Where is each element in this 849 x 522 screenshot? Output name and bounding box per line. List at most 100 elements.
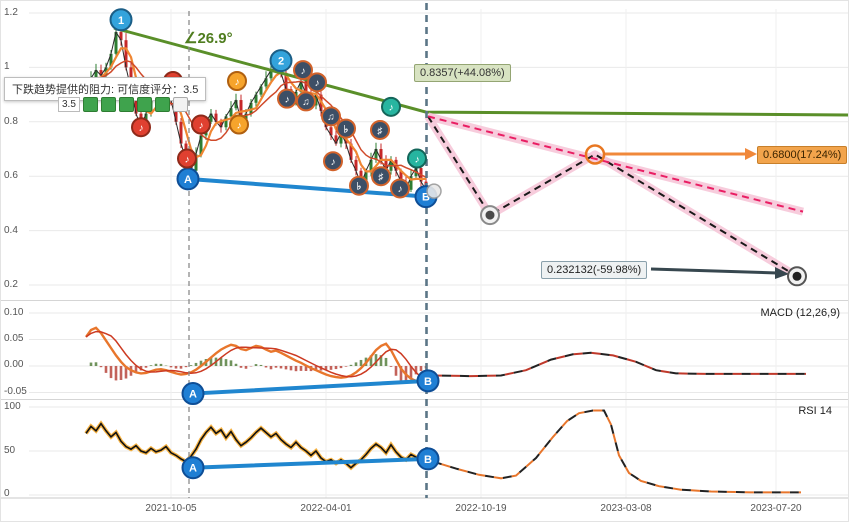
rating-square[interactable] (136, 97, 152, 112)
macd-histogram-bar (394, 366, 398, 376)
candle-body (219, 121, 223, 128)
rating-square-empty[interactable] (172, 97, 188, 112)
svg-text:A: A (189, 463, 197, 475)
macd-histogram-bar (324, 366, 328, 371)
candle-body (224, 116, 228, 128)
svg-text:♪: ♪ (185, 154, 190, 165)
svg-text:♪: ♪ (237, 120, 242, 131)
macd-histogram-bar (149, 365, 153, 366)
pivot-marker-1[interactable]: 1 (109, 8, 133, 32)
rsi-point-b[interactable]: B (416, 447, 440, 471)
indicator-projection-line[interactable] (432, 409, 801, 494)
candle-body (229, 108, 233, 117)
target-marker-gray-target[interactable] (480, 205, 500, 226)
macd-histogram-bar (89, 362, 93, 366)
macd-histogram-bar (269, 366, 273, 370)
candle-body (99, 70, 103, 76)
candle-body (119, 32, 123, 41)
note-marker[interactable]: ♪ (307, 72, 327, 93)
candle-body (374, 149, 378, 160)
macd-histogram-bar (419, 366, 423, 371)
indicator-projection-line[interactable] (432, 351, 806, 378)
macd-histogram-bar (99, 366, 103, 368)
macd-axis-tick: 0.00 (4, 359, 24, 370)
rating-square[interactable] (154, 97, 170, 112)
rating-square[interactable] (82, 97, 98, 112)
orange-target-badge: 0.6800(17.24%) (757, 146, 848, 164)
svg-text:B: B (422, 192, 430, 204)
rating-square[interactable] (100, 97, 116, 112)
note-marker[interactable]: ♪ (390, 178, 410, 199)
note-marker[interactable]: ♫ (296, 91, 316, 112)
indicator-projection-line[interactable] (432, 409, 801, 494)
trendline-angle-label: ∠26.9° (184, 30, 233, 47)
target-marker-ring-light[interactable] (426, 183, 442, 199)
note-marker[interactable]: ♪ (177, 148, 197, 169)
note-marker[interactable]: ♪ (229, 114, 249, 135)
macd-title: MACD (12,26,9) (760, 307, 840, 319)
note-marker[interactable]: ♯ (370, 119, 390, 140)
candle-body (339, 132, 343, 144)
note-marker[interactable]: ♯ (371, 166, 391, 187)
macd-histogram-bar (409, 366, 413, 379)
candle-body (259, 86, 263, 95)
price-point-a[interactable]: A (176, 167, 200, 191)
note-marker[interactable]: ♪ (131, 117, 151, 138)
candle-body (299, 81, 303, 92)
rsi-ab-trendline[interactable] (191, 456, 430, 470)
svg-text:A: A (189, 389, 197, 401)
note-marker[interactable]: ♪ (277, 88, 297, 109)
rsi-point-a[interactable]: A (181, 456, 205, 480)
candle-body (114, 32, 118, 54)
note-marker[interactable]: ♪ (227, 71, 247, 91)
note-marker[interactable]: ♪ (407, 148, 427, 169)
macd-point-b[interactable]: B (416, 369, 440, 393)
note-marker[interactable]: ♫ (321, 106, 341, 127)
indicator-projection-line[interactable] (432, 351, 806, 378)
macd-ab-trendline[interactable] (191, 378, 430, 396)
target-marker-orange-ring[interactable] (584, 144, 606, 165)
note-marker[interactable]: ♪ (191, 114, 211, 135)
note-marker[interactable]: ♪ (323, 151, 343, 172)
note-marker[interactable]: ♪ (293, 60, 313, 81)
ma-slow-line (85, 59, 427, 178)
pivot-marker-2[interactable]: 2 (269, 49, 293, 73)
macd-point-a[interactable]: A (181, 382, 205, 406)
macd-histogram-bar (104, 366, 108, 373)
macd-histogram-bar (279, 366, 283, 369)
macd-histogram-bar (354, 362, 358, 366)
svg-text:♪: ♪ (415, 154, 420, 165)
macd-histogram-bar (94, 362, 98, 366)
macd-histogram-bar (264, 366, 268, 368)
candle-body (284, 72, 288, 90)
target-marker-dark-target[interactable] (787, 266, 807, 287)
macd-histogram-bar (294, 366, 298, 372)
macd-histogram-bar (239, 366, 243, 368)
macd-histogram-bar (169, 366, 173, 368)
svg-text:2: 2 (278, 56, 284, 68)
rating-square[interactable] (118, 97, 134, 112)
note-marker[interactable]: ♭ (349, 175, 369, 196)
macd-histogram-bar (219, 357, 223, 366)
macd-histogram-bar (369, 355, 373, 366)
macd-histogram-bar (154, 363, 158, 366)
price-ab-trendline[interactable] (186, 176, 428, 199)
note-marker[interactable]: ♪ (381, 96, 401, 117)
svg-text:♭: ♭ (357, 182, 362, 193)
date-label: 2022-04-01 (300, 503, 352, 514)
candle-body (364, 170, 368, 185)
macd-histogram-bar (314, 366, 318, 371)
svg-text:B: B (424, 454, 432, 466)
macd-histogram-bar (299, 366, 303, 371)
price-axis-tick: 0.4 (4, 225, 18, 236)
candle-body (179, 121, 183, 144)
confidence-rating-widget[interactable]: 3.5 (58, 97, 188, 112)
macd-histogram-bar (334, 366, 338, 370)
macd-histogram-bar (374, 354, 378, 366)
price-projection-line[interactable] (427, 115, 804, 213)
macd-axis-tick: 0.05 (4, 333, 24, 344)
svg-text:♯: ♯ (379, 172, 384, 183)
macd-histogram-bar (114, 366, 118, 381)
note-marker[interactable]: ♭ (336, 118, 356, 139)
